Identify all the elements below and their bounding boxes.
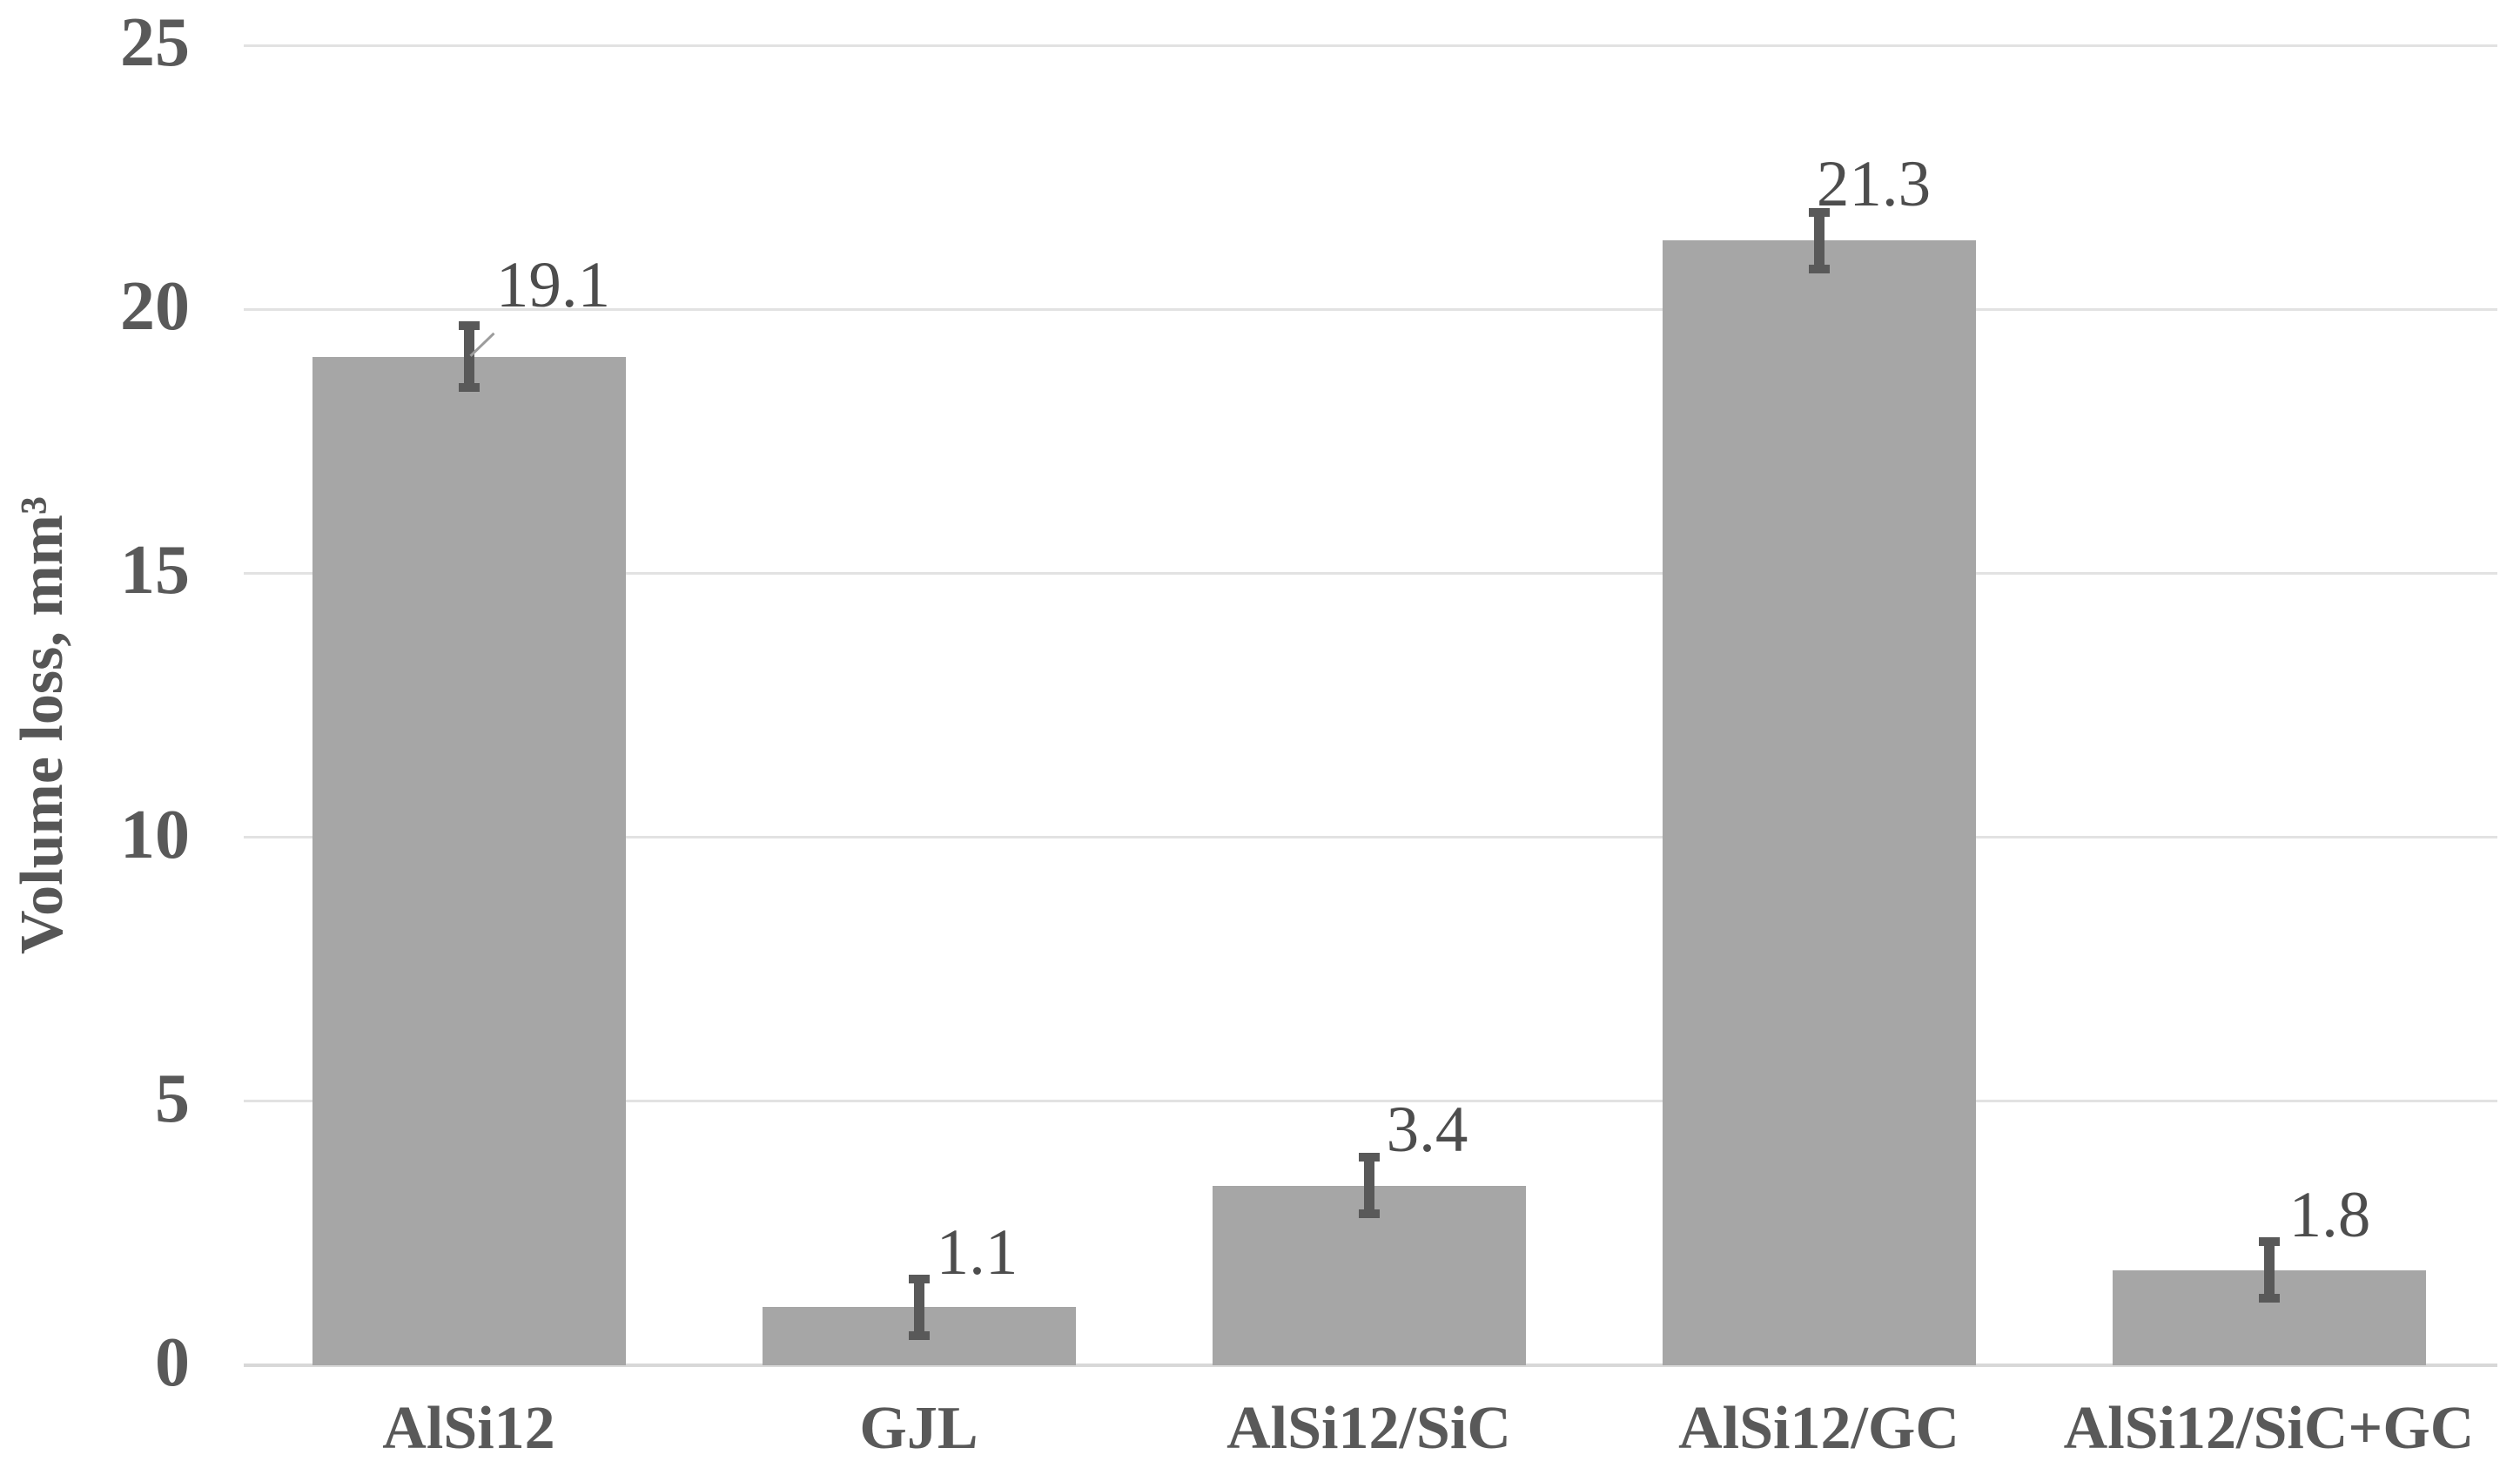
data-label: 21.3 xyxy=(1816,148,1932,221)
error-bar-bottom-cap xyxy=(908,1330,930,1340)
error-bar xyxy=(913,1277,924,1337)
y-tick-label: 15 xyxy=(120,532,190,609)
category-label: GJL xyxy=(859,1395,978,1462)
error-bar-top-cap xyxy=(2258,1237,2280,1247)
category-label: AlSi12/SiC+GC xyxy=(2063,1395,2475,1462)
bar xyxy=(1662,240,1976,1365)
gridline xyxy=(244,1100,2497,1103)
data-label: 1.8 xyxy=(2288,1179,2371,1252)
gridline xyxy=(244,571,2497,575)
y-tick-label: 25 xyxy=(120,3,190,81)
y-tick-label: 5 xyxy=(155,1060,190,1137)
error-bar-bottom-cap xyxy=(2258,1294,2280,1303)
gridline xyxy=(244,836,2497,839)
error-bar-bottom-cap xyxy=(458,383,480,393)
error-bar-bottom-cap xyxy=(1358,1209,1380,1219)
error-bar-bottom-cap xyxy=(1808,264,1830,273)
data-label: 1.1 xyxy=(936,1215,1018,1289)
gridline xyxy=(244,44,2497,47)
gridline xyxy=(244,307,2497,311)
y-tick-label: 10 xyxy=(120,796,190,873)
error-bar xyxy=(2263,1241,2275,1300)
category-label: AlSi12 xyxy=(382,1395,555,1462)
bar xyxy=(312,356,626,1365)
y-tick-label: 20 xyxy=(120,267,190,345)
error-bar xyxy=(1813,212,1824,270)
error-bar-top-cap xyxy=(458,321,480,331)
category-label: AlSi12/SiC xyxy=(1226,1395,1511,1462)
error-bar xyxy=(1363,1156,1374,1215)
category-label: AlSi12/GC xyxy=(1678,1395,1959,1462)
error-bar-top-cap xyxy=(1358,1153,1380,1162)
data-label: 3.4 xyxy=(1386,1094,1468,1167)
error-bar xyxy=(463,325,474,389)
y-tick-label: 0 xyxy=(155,1323,190,1401)
x-axis-line xyxy=(244,1364,2497,1367)
error-bar-top-cap xyxy=(1808,208,1830,218)
data-label: 19.1 xyxy=(495,249,611,322)
error-bar-top-cap xyxy=(908,1274,930,1283)
